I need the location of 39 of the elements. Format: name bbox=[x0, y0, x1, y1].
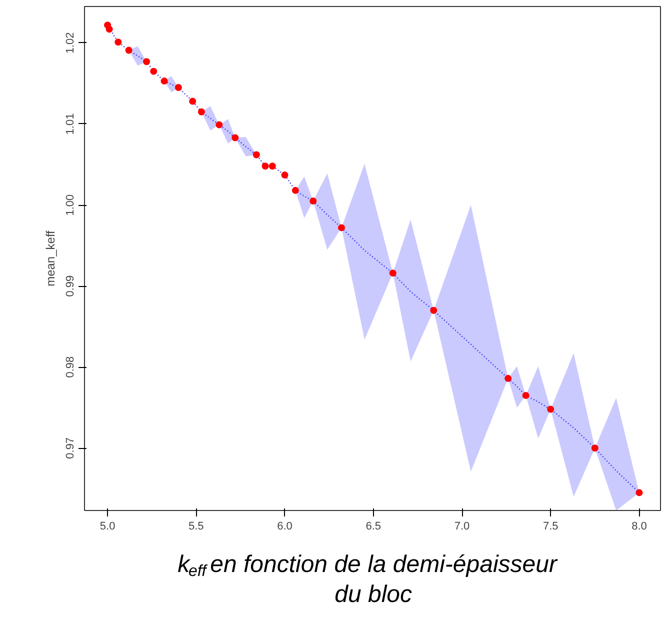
x-tick-label: 7.0 bbox=[454, 520, 470, 532]
y-axis-title: mean_keff bbox=[44, 230, 58, 286]
point bbox=[106, 26, 113, 33]
point bbox=[150, 68, 158, 75]
point bbox=[174, 84, 182, 92]
x-tick-label: 5.5 bbox=[188, 520, 204, 532]
point bbox=[389, 270, 396, 277]
x-tick-label: 6.5 bbox=[366, 520, 382, 532]
point bbox=[292, 186, 299, 194]
point bbox=[189, 98, 196, 105]
y-tick-label: 0.98 bbox=[64, 356, 76, 378]
point bbox=[310, 197, 317, 204]
x-tick-label: 6.0 bbox=[277, 520, 292, 532]
x-tick-label: 8.0 bbox=[632, 520, 647, 532]
point bbox=[232, 134, 239, 142]
point bbox=[636, 489, 643, 496]
x-tick-label: 5.0 bbox=[100, 520, 116, 532]
y-tick-label: 1.01 bbox=[64, 113, 76, 135]
point bbox=[125, 46, 132, 54]
point bbox=[547, 406, 554, 413]
y-tick-label: 1.02 bbox=[64, 32, 76, 54]
point bbox=[143, 58, 150, 66]
point bbox=[591, 444, 598, 452]
point bbox=[522, 392, 530, 399]
x-tick-label: 7.5 bbox=[542, 520, 558, 532]
point bbox=[338, 224, 345, 232]
y-tick-label: 1.00 bbox=[64, 194, 76, 216]
point bbox=[216, 121, 223, 128]
point bbox=[262, 162, 269, 170]
point bbox=[114, 38, 122, 46]
point bbox=[160, 78, 168, 85]
point bbox=[281, 172, 288, 179]
point bbox=[504, 374, 512, 382]
point bbox=[198, 108, 205, 116]
point bbox=[252, 151, 260, 158]
point bbox=[430, 306, 438, 314]
point bbox=[268, 162, 276, 170]
y-tick-label: 0.97 bbox=[64, 437, 76, 459]
y-tick-label: 0.99 bbox=[64, 275, 76, 297]
